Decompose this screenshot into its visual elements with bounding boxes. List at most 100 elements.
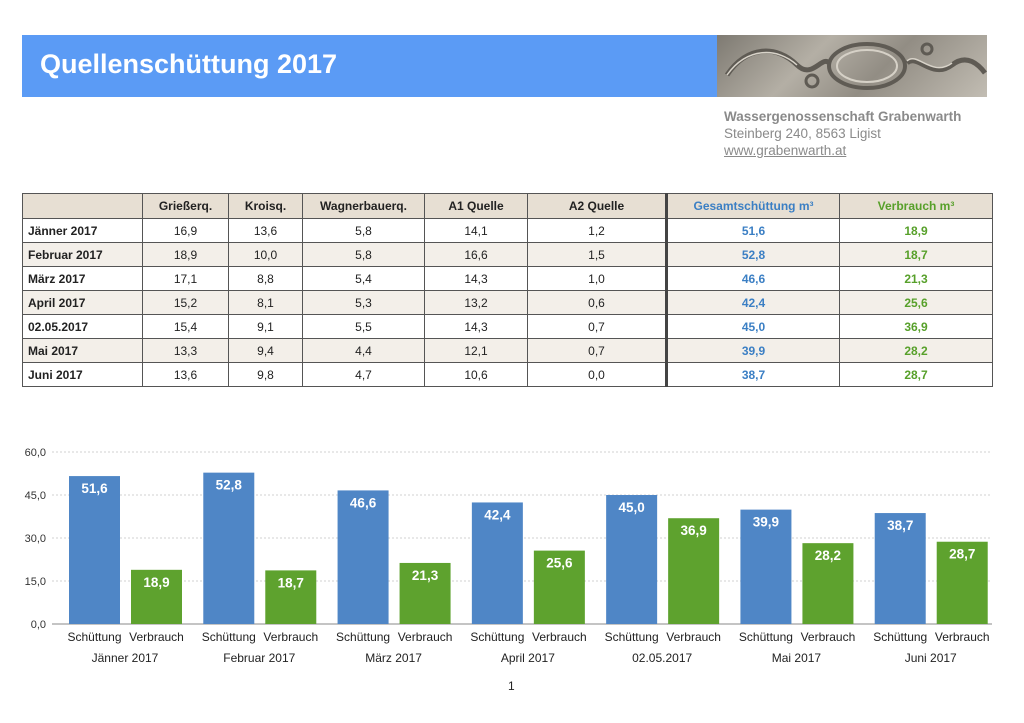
row-label: April 2017 <box>22 290 143 315</box>
table-header: Gesamtschüttung m³ <box>665 193 840 219</box>
table-cell: 10,6 <box>424 362 528 387</box>
table-cell: 15,2 <box>142 290 229 315</box>
table-cell: 18,9 <box>142 242 229 267</box>
data-label: 51,6 <box>81 481 108 496</box>
bar-schüttung <box>471 502 523 624</box>
table-header: Wagnerbauerq. <box>302 193 425 219</box>
table-cell: 4,4 <box>302 338 425 363</box>
table-row: Jänner 2017 16,9 13,6 5,8 14,1 1,2 51,6 18,9 <box>22 218 993 243</box>
bar-verbrauch <box>668 518 720 624</box>
table-header <box>22 193 143 219</box>
table-cell: 28,7 <box>839 362 993 387</box>
series-tick-label: Schüttung <box>470 630 524 644</box>
data-label: 36,9 <box>681 523 707 538</box>
table-cell: 38,7 <box>665 362 840 387</box>
table-cell: 45,0 <box>665 314 840 339</box>
table-cell: 5,4 <box>302 266 425 291</box>
table-cell: 14,1 <box>424 218 528 243</box>
table-cell: 16,6 <box>424 242 528 267</box>
table-cell: 13,6 <box>228 218 303 243</box>
table-row: 02.05.2017 15,4 9,1 5,5 14,3 0,7 45,0 36,9 <box>22 314 993 339</box>
table-cell: 0,7 <box>527 314 667 339</box>
table-cell: 0,0 <box>527 362 667 387</box>
table-cell: 0,7 <box>527 338 667 363</box>
table-cell: 36,9 <box>839 314 993 339</box>
table-header: Kroisq. <box>228 193 303 219</box>
table-cell: 1,0 <box>527 266 667 291</box>
data-label: 38,7 <box>887 518 913 533</box>
table-cell: 25,6 <box>839 290 993 315</box>
data-label: 21,3 <box>412 568 439 583</box>
row-label: 02.05.2017 <box>22 314 143 339</box>
data-label: 28,7 <box>949 547 975 562</box>
row-label: März 2017 <box>22 266 143 291</box>
table-cell: 5,3 <box>302 290 425 315</box>
category-label: Februar 2017 <box>223 651 295 665</box>
data-table: Grießerq. Kroisq. Wagnerbauerq. A1 Quell… <box>22 193 993 387</box>
data-label: 52,8 <box>216 478 243 493</box>
category-label: März 2017 <box>365 651 422 665</box>
series-tick-label: Schüttung <box>605 630 659 644</box>
series-tick-label: Verbrauch <box>801 630 856 644</box>
table-header: A1 Quelle <box>424 193 528 219</box>
page-title: Quellenschüttung 2017 <box>40 49 338 79</box>
data-label: 25,6 <box>546 556 573 571</box>
bar-verbrauch <box>533 550 585 624</box>
table-cell: 17,1 <box>142 266 229 291</box>
table-cell: 14,3 <box>424 314 528 339</box>
organization-name: Wassergenossenschaft Grabenwarth <box>724 109 962 124</box>
organization-website-link[interactable]: www.grabenwarth.at <box>724 143 847 158</box>
table-cell: 12,1 <box>424 338 528 363</box>
table-header: Verbrauch m³ <box>839 193 993 219</box>
y-tick-label: 15,0 <box>25 576 46 588</box>
category-label: April 2017 <box>501 651 555 665</box>
bar-schüttung <box>69 476 120 624</box>
table-cell: 21,3 <box>839 266 993 291</box>
y-tick-label: 45,0 <box>25 490 46 502</box>
series-tick-label: Verbrauch <box>263 630 318 644</box>
bar-verbrauch <box>265 570 317 624</box>
data-label: 28,2 <box>815 548 841 563</box>
table-cell: 8,1 <box>228 290 303 315</box>
table-header: Grießerq. <box>142 193 229 219</box>
table-cell: 9,8 <box>228 362 303 387</box>
table-header-row: Grießerq. Kroisq. Wagnerbauerq. A1 Quell… <box>22 193 993 219</box>
table-cell: 51,6 <box>665 218 840 243</box>
category-label: Mai 2017 <box>772 651 822 665</box>
title-banner: Quellenschüttung 2017 <box>22 35 987 97</box>
ornament-relief <box>724 42 987 90</box>
series-tick-label: Verbrauch <box>935 630 990 644</box>
series-tick-label: Schüttung <box>336 630 390 644</box>
category-label: 02.05.2017 <box>632 651 692 665</box>
y-tick-label: 60,0 <box>25 447 46 459</box>
bar-chart: 0,0 15,0 30,0 45,0 60,0 51,6 Schüttung 18,9 Verb… <box>25 447 992 665</box>
table-row: März 2017 17,1 8,8 5,4 14,3 1,0 46,6 21,3 <box>22 266 993 291</box>
table-cell: 4,7 <box>302 362 425 387</box>
table-cell: 13,3 <box>142 338 229 363</box>
table-row: April 2017 15,2 8,1 5,3 13,2 0,6 42,4 25,6 <box>22 290 993 315</box>
bar-verbrauch <box>131 569 182 624</box>
series-tick-label: Schüttung <box>739 630 793 644</box>
row-label: Februar 2017 <box>22 242 143 267</box>
ornament-image <box>717 35 987 97</box>
row-label: Juni 2017 <box>22 362 143 387</box>
table-cell: 18,9 <box>839 218 993 243</box>
data-label: 39,9 <box>753 515 779 530</box>
table-row: Juni 2017 13,6 9,8 4,7 10,6 0,0 38,7 28,7 <box>22 362 993 387</box>
bar-schüttung <box>740 509 792 624</box>
organization-address: Steinberg 240, 8563 Ligist <box>724 126 881 141</box>
category-label: Juni 2017 <box>905 651 957 665</box>
table-row: Mai 2017 13,3 9,4 4,4 12,1 0,7 39,9 28,2 <box>22 338 993 363</box>
page-number: 1 <box>508 679 515 693</box>
table-row: Februar 2017 18,9 10,0 5,8 16,6 1,5 52,8 18,7 <box>22 242 993 267</box>
bar-schüttung <box>606 495 658 624</box>
data-label: 46,6 <box>350 495 377 510</box>
series-tick-label: Schüttung <box>873 630 927 644</box>
bar-schüttung <box>874 513 926 624</box>
table-cell: 1,5 <box>527 242 667 267</box>
table-cell: 52,8 <box>665 242 840 267</box>
table-cell: 10,0 <box>228 242 303 267</box>
row-label: Jänner 2017 <box>22 218 143 243</box>
table-cell: 9,1 <box>228 314 303 339</box>
data-label: 45,0 <box>619 500 645 515</box>
